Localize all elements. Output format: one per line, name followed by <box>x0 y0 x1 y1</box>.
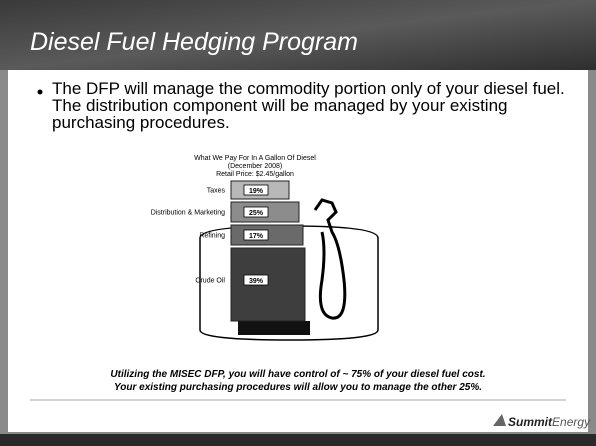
slide: Diesel Fuel Hedging Program The DFP will… <box>0 0 596 446</box>
share-label: 25% <box>249 210 264 217</box>
segment-label: Distribution & Marketing <box>151 210 225 217</box>
segment-label: Taxes <box>207 188 226 195</box>
slide-title: Diesel Fuel Hedging Program <box>30 28 358 56</box>
logo-bold: Summit <box>508 415 553 429</box>
logo-light: Energy <box>552 415 591 429</box>
footer-note: Utilizing the MISEC DFP, you will have c… <box>110 369 485 380</box>
segment-label: Refining <box>199 233 225 240</box>
slide-canvas: Diesel Fuel Hedging Program The DFP will… <box>0 0 596 446</box>
bullet-text: The DFP will manage the commodity portio… <box>52 80 572 131</box>
footer-note: Your existing purchasing procedures will… <box>114 382 482 393</box>
figure-title: Retail Price: $2.45/gallon <box>216 171 294 178</box>
bottom-band <box>0 434 596 446</box>
share-label: 17% <box>249 233 264 240</box>
figure-title: What We Pay For In A Gallon Of Diesel <box>194 155 316 162</box>
bullet-box: The DFP will manage the commodity portio… <box>52 80 572 150</box>
pump-base <box>238 321 310 335</box>
share-label: 39% <box>249 278 264 285</box>
bullet-dot <box>38 90 43 95</box>
logo: SummitEnergy <box>508 415 591 429</box>
share-label: 19% <box>249 188 264 195</box>
segment-label: Crude Oil <box>195 278 225 285</box>
figure-title: (December 2008) <box>228 163 282 170</box>
